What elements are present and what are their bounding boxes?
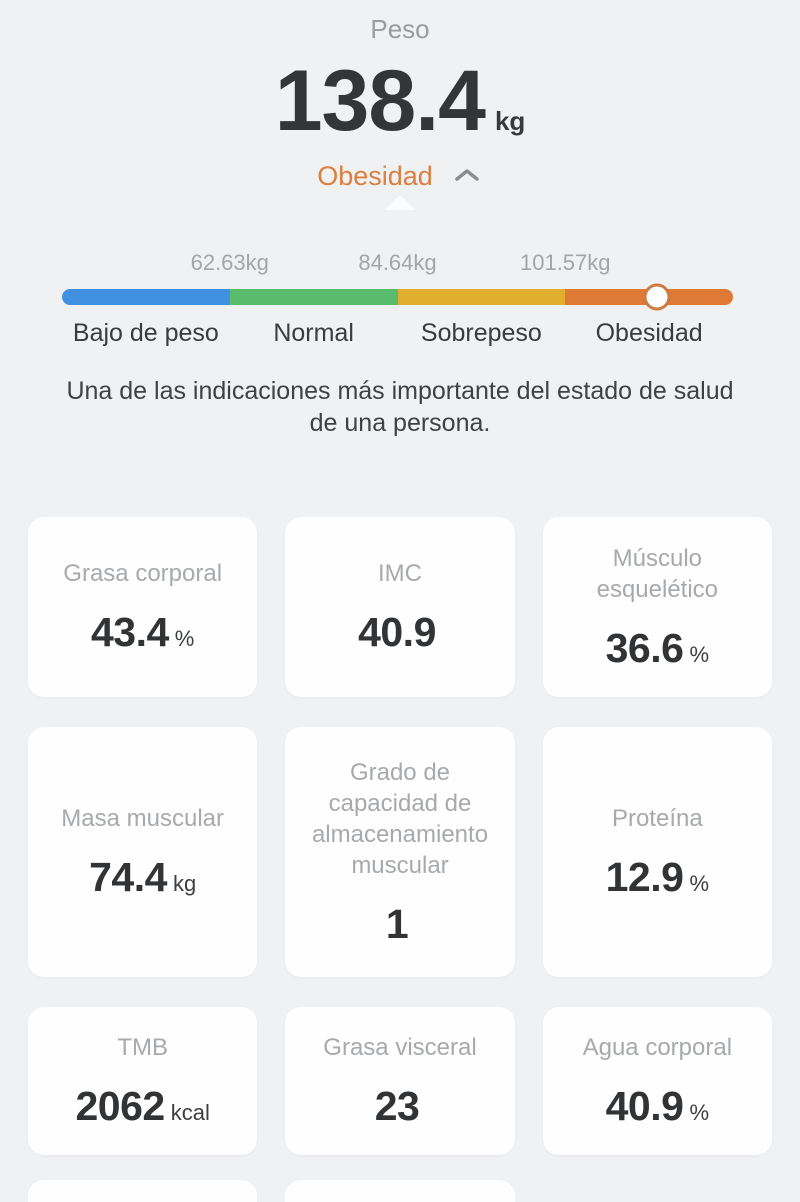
metric-label: Masa muscular <box>61 805 225 832</box>
metric-label: IMC <box>377 560 422 587</box>
scale-category-labels: Bajo de peso Normal Sobrepeso Obesidad <box>62 319 733 349</box>
weight-reading: 138.4 kg <box>0 56 800 146</box>
metric-card-empty-slot <box>543 1180 772 1202</box>
scale-thresholds: 62.63kg 84.64kg 101.57kg <box>62 250 733 276</box>
scale-description: Una de las indicaciones más importante d… <box>66 377 734 437</box>
metric-label: Músculo esquelético <box>596 544 719 603</box>
metric-value: 2062 <box>75 1083 165 1129</box>
status-row[interactable]: Obesidad <box>0 160 800 192</box>
category-label: Obesidad <box>595 319 703 347</box>
metric-value: 1 <box>385 900 409 947</box>
category-label: Bajo de peso <box>72 319 219 347</box>
weight-scale-panel: 62.63kg 84.64kg 101.57kg Bajo de peso No… <box>0 250 800 439</box>
metric-label: TMB <box>117 1034 168 1061</box>
metric-card-partial[interactable] <box>28 1180 258 1202</box>
metric-value: 12.9 <box>605 854 684 900</box>
metric-card-masa-muscular[interactable]: Masa muscular 74.4 kg <box>28 727 258 977</box>
metric-value: 23 <box>374 1083 420 1129</box>
metric-unit: % <box>174 626 195 651</box>
metric-value: 40.9 <box>358 609 436 655</box>
metric-card-agua-corporal[interactable]: Agua corporal 40.9 % <box>542 1007 772 1155</box>
threshold-label: 101.57kg <box>519 250 611 275</box>
metric-unit: % <box>689 641 709 667</box>
threshold-label: 84.64kg <box>358 250 437 275</box>
weight-range-bar <box>62 283 733 311</box>
metric-label: Grasa visceral <box>323 1034 477 1061</box>
metric-card-proteina[interactable]: Proteína 12.9 % <box>542 727 772 977</box>
metric-label: Agua corporal <box>582 1034 733 1061</box>
chevron-up-icon <box>453 166 481 187</box>
weight-unit: kg <box>494 106 526 136</box>
metric-value: 36.6 <box>605 624 684 671</box>
category-label: Normal <box>273 319 354 347</box>
panel-pointer-triangle <box>384 195 416 210</box>
metric-unit: kg <box>172 871 197 896</box>
segment-overweight <box>397 289 566 305</box>
metric-card-partial[interactable] <box>285 1180 515 1202</box>
metric-card-grasa-corporal[interactable]: Grasa corporal 43.4 % <box>28 517 258 697</box>
metric-card-grasa-visceral[interactable]: Grasa visceral 23 <box>285 1007 515 1155</box>
metric-label: Grasa corporal <box>63 560 223 587</box>
metric-card-musculo-esqueletico[interactable]: Músculo esquelético 36.6 % <box>542 517 772 697</box>
metric-card-grado-almacenamiento[interactable]: Grado de capacidad de almacenamiento mus… <box>285 727 515 977</box>
metric-value: 74.4 <box>89 854 167 900</box>
segment-underweight <box>62 289 230 305</box>
metric-unit: % <box>689 871 709 896</box>
metric-value: 40.9 <box>605 1083 684 1129</box>
page-title: Peso <box>370 14 430 44</box>
segment-normal <box>229 289 398 305</box>
metric-label: Proteína <box>611 805 703 832</box>
metric-card-tmb[interactable]: TMB 2062 kcal <box>28 1007 258 1155</box>
collapse-panel-button[interactable] <box>451 164 483 189</box>
metric-card-imc[interactable]: IMC 40.9 <box>285 517 515 697</box>
metric-value: 43.4 <box>90 609 169 655</box>
header: Peso 138.4 kg Obesidad <box>0 0 800 210</box>
metric-unit: % <box>689 1100 709 1125</box>
status-badge: Obesidad <box>317 160 433 191</box>
threshold-label: 62.63kg <box>190 250 269 275</box>
category-label: Sobrepeso <box>420 319 542 347</box>
metric-label: Grado de capacidad de almacenamiento mus… <box>311 758 489 879</box>
current-weight-marker <box>643 283 671 311</box>
metric-unit: kcal <box>170 1100 210 1125</box>
metrics-grid: Grasa corporal 43.4 % IMC 40.9 Músculo e… <box>28 517 772 1202</box>
weight-value: 138.4 <box>274 53 486 149</box>
